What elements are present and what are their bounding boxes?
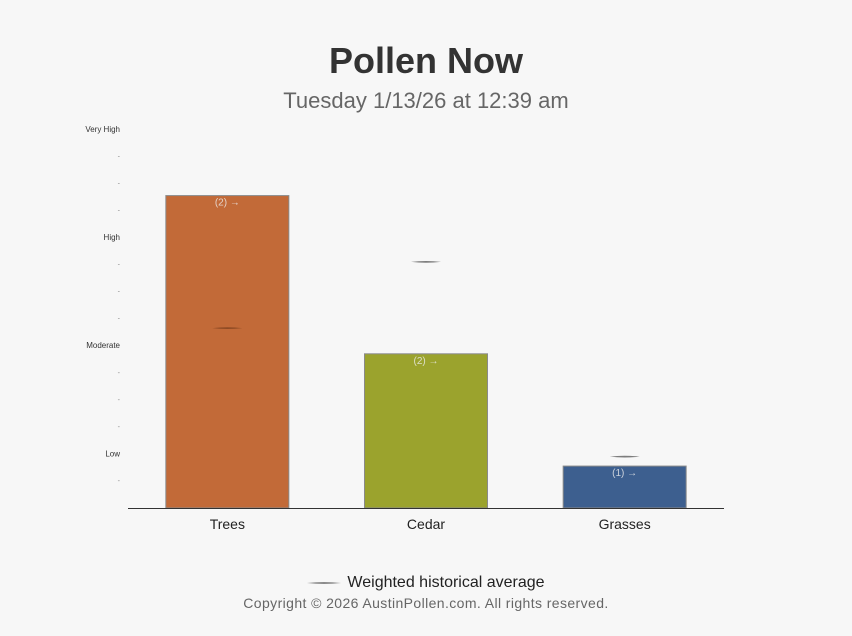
y-tick-label-low: Low [105,449,120,458]
bar-trees [165,195,290,509]
bar-data-label-trees: (2) → [215,198,240,209]
chart-subtitle: Tuesday 1/13/26 at 12:39 am [283,88,569,113]
y-minor-tick: - [118,316,121,323]
y-minor-tick: - [118,289,121,296]
y-minor-tick: - [118,180,121,187]
y-tick-label-high: High [104,233,120,242]
average-marker-grasses [609,455,640,458]
bar-cedar [364,353,488,509]
average-marker-cedar [411,260,441,263]
legend: Weighted historical average [0,574,852,592]
chart-title: Pollen Now [328,40,523,81]
x-category-label-grasses: Grasses [599,516,651,532]
average-marker-trees [212,327,243,330]
y-tick-label-moderate: Moderate [86,341,120,350]
y-minor-tick: - [118,424,121,431]
y-minor-tick: - [118,207,121,214]
x-category-label-trees: Trees [210,516,245,532]
y-minor-tick: - [118,478,121,485]
legend-average-marker-icon [307,581,342,584]
y-minor-tick: - [118,370,121,377]
y-minor-tick: - [118,262,121,269]
y-tick-label-very-high: Very High [85,125,120,134]
y-minor-tick: - [118,153,121,160]
y-minor-tick: - [118,397,121,404]
bar-data-label-cedar: (2) → [414,356,439,367]
copyright-text: Copyright © 2026 AustinPollen.com. All r… [243,595,609,611]
x-category-label-cedar: Cedar [407,516,445,532]
legend-label: Weighted historical average [347,574,545,591]
bar-grasses [562,465,687,509]
bar-data-label-grasses: (1) → [612,468,637,479]
